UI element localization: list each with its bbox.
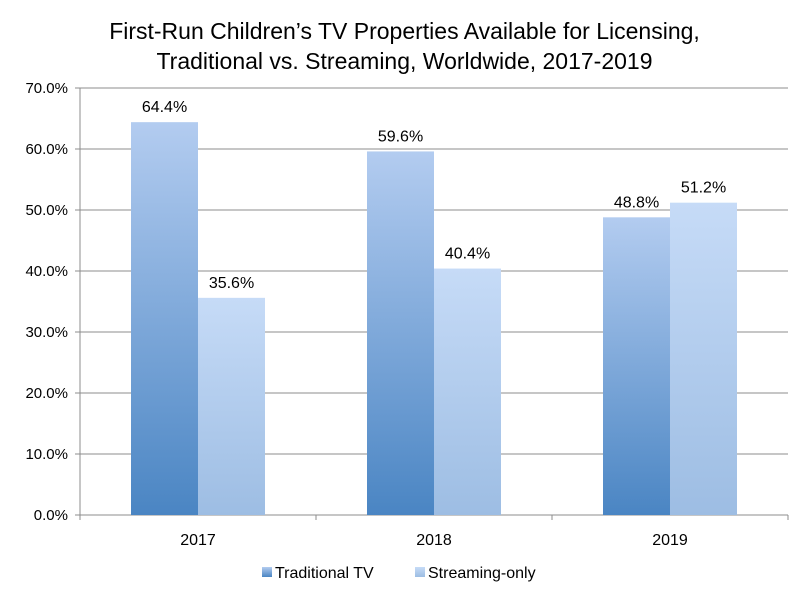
bar-traditional-tv-2019 — [603, 217, 670, 515]
chart-title-line-2: Traditional vs. Streaming, Worldwide, 20… — [156, 48, 653, 74]
legend: Traditional TV Streaming-only — [262, 565, 536, 582]
y-tick-label: 40.0% — [25, 263, 68, 280]
data-label: 59.6% — [378, 128, 423, 145]
y-tick-label: 50.0% — [25, 202, 68, 219]
data-label: 35.6% — [209, 275, 254, 292]
y-tick-label: 30.0% — [25, 324, 68, 341]
bar-traditional-tv-2018 — [367, 151, 434, 515]
x-category-label: 2017 — [180, 532, 216, 549]
legend-label: Streaming-only — [428, 565, 536, 582]
x-category-label: 2019 — [652, 532, 688, 549]
y-tick-label: 60.0% — [25, 141, 68, 158]
bar-streaming-only-2018 — [434, 268, 501, 515]
bar-traditional-tv-2017 — [131, 122, 198, 515]
y-tick-label: 70.0% — [25, 80, 68, 97]
data-label: 51.2% — [681, 180, 726, 197]
bar-streaming-only-2017 — [198, 297, 265, 515]
data-labels: 64.4% 35.6% 59.6% 40.4% 48.8% 51.2% — [142, 99, 726, 292]
x-category-label: 2018 — [416, 532, 452, 549]
y-tick-label: 0.0% — [34, 507, 68, 524]
legend-swatch — [262, 567, 272, 577]
y-tick-label: 10.0% — [25, 446, 68, 463]
bars — [131, 122, 737, 515]
axes: 0.0% 10.0% 20.0% 30.0% 40.0% 50.0% 60.0% 70.0% 2… — [25, 80, 789, 549]
legend-label: Traditional TV — [275, 565, 374, 582]
data-label: 40.4% — [445, 246, 490, 263]
legend-swatch — [415, 567, 425, 577]
data-label: 64.4% — [142, 99, 187, 116]
chart-title-line-1: First-Run Children’s TV Properties Avail… — [109, 18, 700, 44]
bar-streaming-only-2019 — [670, 202, 737, 515]
y-tick-label: 20.0% — [25, 385, 68, 402]
data-label: 48.8% — [614, 194, 659, 211]
